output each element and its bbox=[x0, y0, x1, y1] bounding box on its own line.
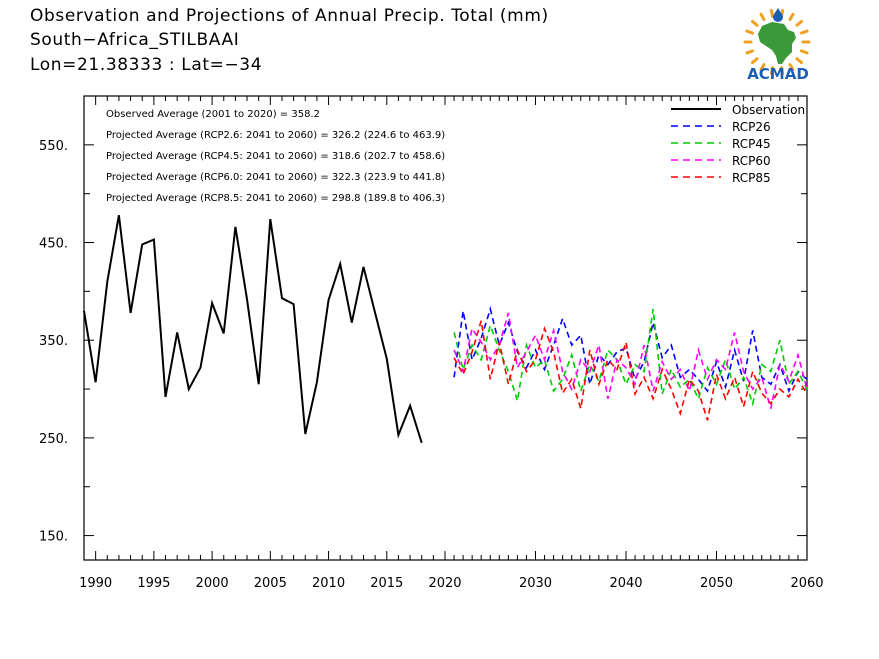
acmad-logo: ACMAD bbox=[743, 8, 811, 83]
series-line-rcp60 bbox=[453, 312, 808, 409]
sun-ray bbox=[788, 63, 795, 72]
sun-ray bbox=[780, 66, 785, 76]
sun-ray bbox=[799, 29, 809, 35]
x-tick-label: 2000 bbox=[196, 576, 229, 591]
water-drop-icon bbox=[773, 8, 783, 22]
legend-label: RCP45 bbox=[732, 137, 771, 151]
legend-label: RCP60 bbox=[732, 154, 771, 168]
sun-ray bbox=[799, 49, 809, 55]
x-tick-label: 2040 bbox=[609, 576, 642, 591]
sun-ray bbox=[750, 19, 759, 27]
stats-line: Projected Average (RCP4.5: 2041 to 2060)… bbox=[106, 151, 445, 162]
plot-frame bbox=[83, 95, 808, 561]
sun-ray bbox=[769, 8, 774, 18]
stats-line: Projected Average (RCP2.6: 2041 to 2060)… bbox=[106, 130, 445, 141]
legend-label: RCP26 bbox=[732, 120, 771, 134]
stats-line: Observed Average (2001 to 2020) = 358.2 bbox=[106, 109, 320, 120]
x-tick-label: 2015 bbox=[370, 576, 403, 591]
y-tick-label: 550. bbox=[39, 139, 68, 154]
sun-rays-icon bbox=[743, 8, 811, 76]
series-line-rcp45 bbox=[453, 308, 808, 407]
station-name: South−Africa_STILBAAI bbox=[30, 30, 240, 50]
legend-label: RCP85 bbox=[732, 171, 771, 185]
sun-ray bbox=[788, 12, 795, 21]
stats-line: Projected Average (RCP6.0: 2041 to 2060)… bbox=[106, 172, 445, 183]
sun-ray bbox=[745, 29, 755, 35]
series-line-observation bbox=[83, 215, 423, 444]
series-line-rcp85 bbox=[453, 320, 808, 421]
logo-text: ACMAD bbox=[747, 65, 809, 83]
legend-label: Observation bbox=[732, 103, 805, 117]
sun-ray bbox=[795, 57, 804, 65]
africa-map-icon bbox=[758, 22, 796, 64]
x-tick-label: 2030 bbox=[519, 576, 552, 591]
x-tick-label: 1995 bbox=[137, 576, 170, 591]
sun-ray bbox=[745, 49, 755, 55]
x-tick-label: 2060 bbox=[790, 576, 823, 591]
station-coordinates: Lon=21.38333 : Lat=−34 bbox=[30, 55, 263, 75]
stats-line: Projected Average (RCP8.5: 2041 to 2060)… bbox=[106, 193, 445, 204]
x-tick-label: 2010 bbox=[312, 576, 345, 591]
chart-title: Observation and Projections of Annual Pr… bbox=[30, 6, 549, 26]
sun-ray bbox=[769, 66, 774, 76]
sun-ray bbox=[759, 63, 766, 72]
x-tick-label: 2020 bbox=[428, 576, 461, 591]
x-tick-label: 2005 bbox=[254, 576, 287, 591]
x-tick-label: 1990 bbox=[79, 576, 112, 591]
sun-ray bbox=[750, 57, 759, 65]
sun-ray bbox=[759, 12, 766, 21]
x-tick-label: 2050 bbox=[700, 576, 733, 591]
sun-ray bbox=[795, 19, 804, 27]
y-tick-label: 350. bbox=[39, 334, 68, 349]
y-tick-label: 450. bbox=[39, 237, 68, 252]
y-tick-label: 150. bbox=[39, 530, 68, 545]
y-tick-label: 250. bbox=[39, 432, 68, 447]
